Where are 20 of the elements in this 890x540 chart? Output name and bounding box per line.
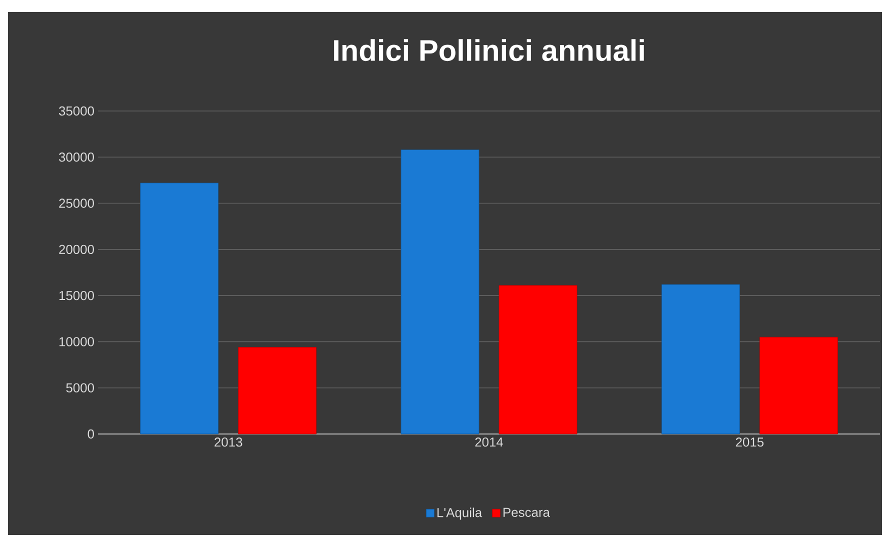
chart-title: Indici Pollinici annuali (334, 39, 644, 62)
y-tick-label: 15000 (59, 290, 94, 300)
y-tick-label: 5000 (66, 383, 94, 392)
y-tick-label: 35000 (58, 106, 94, 116)
bar (400, 150, 480, 434)
y-tick-label: 20000 (59, 244, 94, 254)
x-tick-label: 2015 (736, 438, 764, 447)
y-tick-label: 10000 (59, 337, 94, 346)
bar (498, 285, 578, 434)
bar (661, 284, 740, 434)
bar (140, 182, 219, 434)
bar (238, 347, 317, 434)
x-tick-label: 2013 (214, 438, 242, 447)
y-tick-label: 30000 (58, 152, 94, 162)
y-tick-label: 0 (88, 429, 94, 439)
bar (759, 336, 838, 434)
x-tick-label: 2014 (475, 438, 504, 447)
y-tick-label: 25000 (59, 198, 94, 208)
legend-label: L'Aquila (437, 508, 482, 520)
legend-label: Pescara (504, 508, 550, 517)
